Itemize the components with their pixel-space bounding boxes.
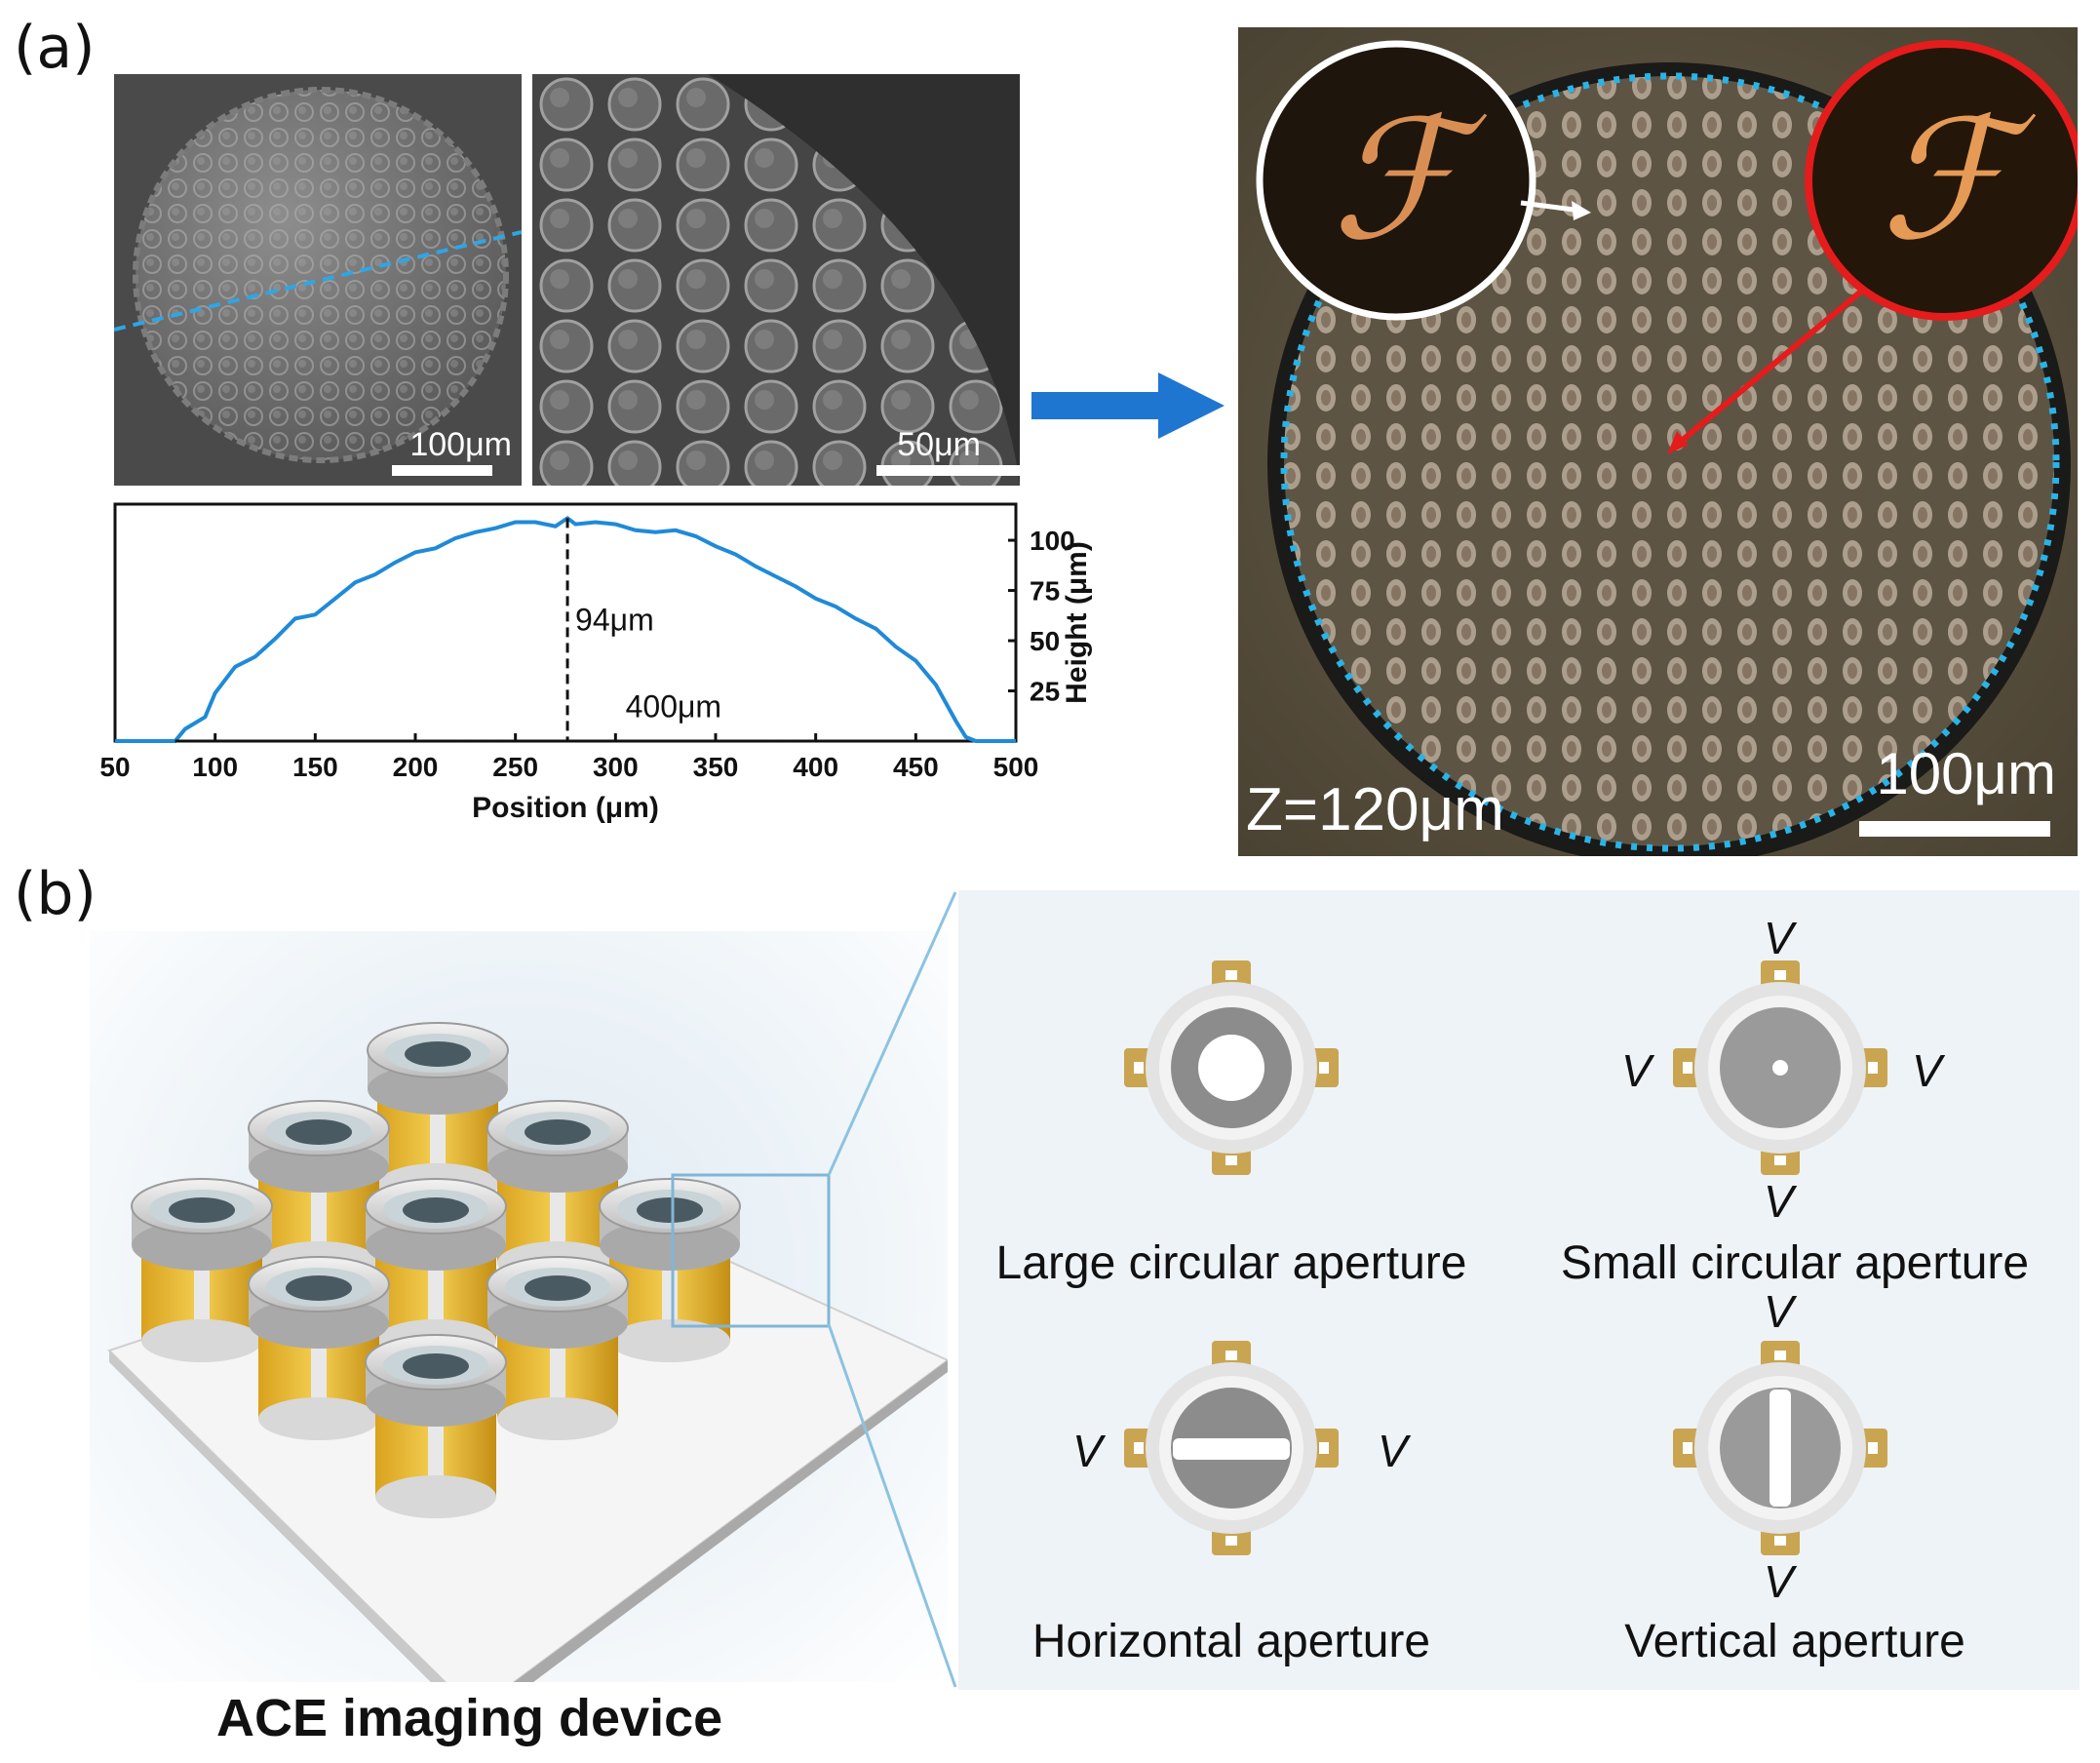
aperture-label-vertical: Vertical aperture: [1624, 1616, 1965, 1667]
y-tick-label: 100: [1030, 526, 1075, 556]
x-tick-label: 250: [492, 752, 538, 782]
vertical-voltage-top: V: [1764, 1286, 1794, 1337]
sem-right-scale-label: 50μm: [897, 426, 981, 463]
x-tick-label: 150: [292, 752, 338, 782]
small-circular-aperture-icon: [1673, 960, 1887, 1175]
x-tick-label: 500: [993, 752, 1039, 782]
micrograph-scale-label: 100μm: [1876, 741, 2056, 806]
sem-left-scale-bar: [392, 465, 492, 476]
lens-closeup-illustration: [532, 74, 1020, 486]
aperture-label-large-circular: Large circular aperture: [995, 1237, 1467, 1289]
lens-unit: [365, 1178, 507, 1362]
vertical-voltage-bottom: V: [1764, 1556, 1794, 1607]
x-tick-label: 350: [693, 752, 739, 782]
lens-unit: [131, 1178, 273, 1362]
compound-lens-illustration: [114, 87, 522, 463]
ace-device-render: ACE imaging device: [90, 931, 950, 1747]
x-tick-label: 50: [99, 752, 130, 782]
lens-unit: [248, 1100, 390, 1284]
aperture-modes-panel: Large circular aperture V V V V Small ci…: [958, 890, 2080, 1690]
small-circular-voltage-left: V: [1621, 1045, 1652, 1096]
annotation-height: 94μm: [575, 603, 654, 638]
panel-b-label: (b): [14, 860, 97, 928]
optical-micrograph: ℱ ℱ Z=120μm 100μm: [1238, 27, 2078, 856]
lens-unit: [486, 1100, 629, 1284]
small-circular-voltage-right: V: [1912, 1045, 1942, 1096]
y-tick-label: 75: [1030, 576, 1060, 607]
micrograph-illustration: ℱ ℱ: [1238, 27, 2078, 856]
large-circular-aperture-icon: [1124, 960, 1339, 1175]
horizontal-aperture-icon: [1124, 1341, 1339, 1555]
y-tick-label: 25: [1030, 677, 1060, 707]
vertical-aperture-icon: [1673, 1341, 1887, 1555]
x-axis-label: Position (μm): [472, 792, 659, 824]
x-tick-label: 400: [793, 752, 838, 782]
lens-unit: [486, 1256, 629, 1440]
arrow-right-icon: [1031, 372, 1225, 439]
device-title: ACE imaging device: [216, 1689, 723, 1747]
sem-lens-overview: 100μm: [114, 74, 522, 486]
panel-a-label: (a): [14, 14, 96, 82]
height-profile-chart: 50 100 150 200 250 300 350 400 450 500 25 50 75 100 Po…: [99, 502, 1093, 824]
lens-array-illustration: [107, 1022, 950, 1726]
horizontal-voltage-right: V: [1378, 1426, 1408, 1476]
profile-series-line: [115, 515, 1016, 743]
micrograph-scale-bar: [1859, 821, 2050, 837]
small-circular-voltage-top: V: [1764, 913, 1794, 963]
x-tick-label: 200: [393, 752, 439, 782]
sem-lens-closeup: 50μm: [532, 74, 1020, 486]
aperture-label-horizontal: Horizontal aperture: [1031, 1616, 1431, 1667]
sem-right-scale-bar: [876, 465, 1020, 476]
zoom-lines: [827, 891, 957, 1688]
lens-unit: [248, 1256, 390, 1440]
lens-unit: [365, 1334, 507, 1518]
aperture-label-small-circular: Small circular aperture: [1560, 1237, 2030, 1289]
horizontal-voltage-left: V: [1072, 1426, 1103, 1476]
sem-left-scale-label: 100μm: [409, 426, 512, 463]
small-circular-voltage-bottom: V: [1764, 1176, 1794, 1227]
lens-unit: [599, 1178, 741, 1362]
x-tick-label: 100: [192, 752, 238, 782]
z-depth-label: Z=120μm: [1246, 776, 1504, 843]
annotation-diameter: 400μm: [626, 688, 721, 724]
y-axis-label: Height (μm): [1061, 541, 1093, 704]
x-tick-label: 450: [893, 752, 939, 782]
chart-frame: [113, 502, 1018, 743]
y-tick-label: 50: [1030, 626, 1060, 656]
x-tick-label: 300: [593, 752, 639, 782]
